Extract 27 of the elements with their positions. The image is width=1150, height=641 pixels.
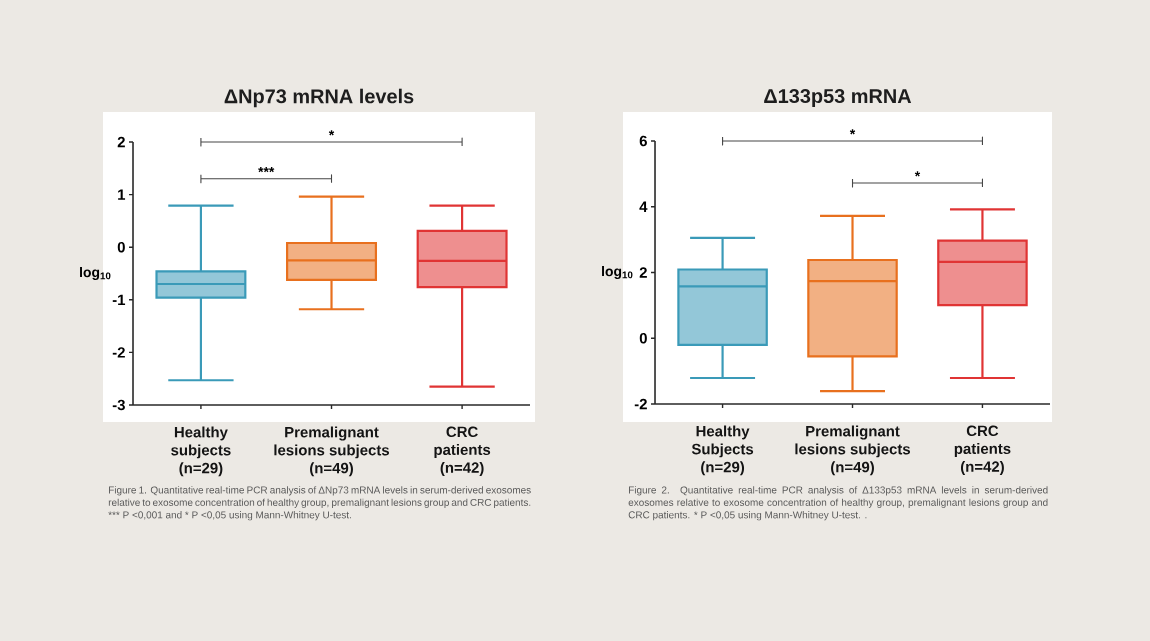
x-tick-label: Premalignant lesions subjects (n=49): [274, 426, 390, 477]
y-tick-label: 2: [639, 267, 647, 278]
x-tick-label: Premalignant lesions subjects (n=49): [795, 425, 911, 476]
y-tick-label: -2: [112, 347, 125, 358]
y-tick-label: -1: [112, 294, 126, 305]
x-tick-label: CRC patients (n=42): [954, 425, 1011, 475]
caption: Figure 2. Quantitative real-time PCR analysis of Δ133p53 mRNA levels in serum-derived exosomes relative to exosome concentration of healthy group, premalignant lesions group and CRC patients. * P <0,05 using Mann-Whitney U-test. .: [628, 486, 1048, 521]
caption: Figure 1. Quantitative real-time PCR analysis of ΔNp73 mRNA levels in serum-derived exosomes relative to exosome concentration of healthy group, premalignant lesions group and CRC patients. *** P <0,001 and * P <0,05 using Mann-Whitney U-test.: [108, 486, 531, 521]
x-tick-label: Healthy subjects (n=29): [171, 426, 231, 477]
y-axis-title: log$_{10}$: [602, 265, 633, 280]
y-tick-label: -2: [634, 398, 647, 410]
chart-title: Δ133p53 mRNA: [764, 88, 912, 108]
text: *: [849, 129, 856, 135]
y-axis-title: log$_{10}$: [80, 266, 111, 281]
y-tick-label: 6: [639, 135, 647, 147]
y-tick-label: 4: [639, 201, 648, 212]
chart-title: ΔNp73 mRNA levels: [224, 88, 414, 108]
annotation: ***: [258, 167, 275, 173]
x-tick-label: Healthy Subjects (n=29): [691, 425, 754, 476]
text: *: [328, 130, 335, 136]
annotation: *: [914, 171, 921, 177]
y-tick-label: 1: [118, 189, 126, 200]
y-tick-label: 2: [117, 136, 125, 148]
y-tick-label: -3: [112, 399, 125, 411]
y-tick-label: 0: [639, 332, 647, 344]
y-tick-label: 0: [117, 241, 125, 253]
x-tick-label: CRC patients (n=42): [434, 426, 491, 476]
